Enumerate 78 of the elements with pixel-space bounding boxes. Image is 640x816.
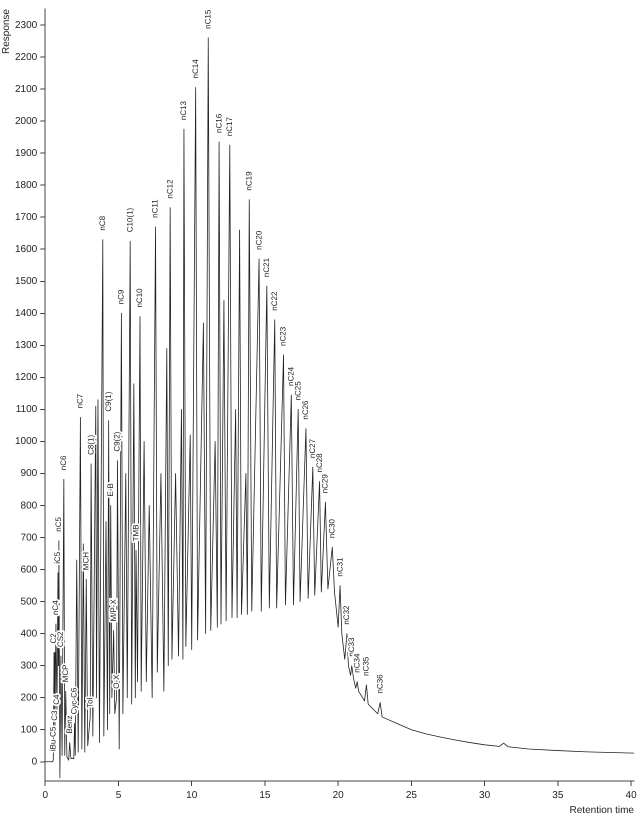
annotation: nC20	[254, 230, 264, 250]
annotation: nC17	[224, 116, 234, 136]
y-tick-label: 0	[32, 756, 38, 768]
y-tick-label: 1200	[14, 372, 38, 384]
annotation: nC13	[179, 100, 188, 120]
annotation: iBu-C5	[48, 726, 58, 752]
annotation: MCH	[81, 552, 90, 570]
y-tick-label: 2000	[14, 116, 38, 127]
x-tick-label: 25	[406, 790, 418, 801]
annotation: nC27	[308, 438, 318, 458]
x-tick-label: 5	[116, 790, 122, 801]
y-tick-label: 1300	[14, 340, 38, 352]
y-tick-label: 700	[20, 532, 38, 544]
annotation: C3	[50, 710, 60, 721]
x-tick-label: 10	[186, 790, 198, 801]
y-tick-label: 200	[20, 692, 38, 704]
annotation: C9(1)	[104, 391, 113, 412]
annotation: nC23	[278, 326, 288, 346]
y-tick-label: 100	[20, 724, 38, 736]
annotation: nC6	[59, 455, 68, 470]
annotation: nC32	[342, 604, 352, 625]
y-tick-label: 1900	[14, 148, 38, 159]
x-axis-title: Retention time	[570, 804, 634, 816]
annotation: nC15	[203, 9, 212, 29]
x-tick-label: 35	[552, 790, 564, 801]
annotation: M/P-X	[108, 598, 118, 622]
annotation: nC29	[320, 474, 330, 494]
annotation: nC35	[362, 656, 371, 676]
annotation: nC36	[375, 674, 384, 694]
x-tick-label: 15	[259, 790, 271, 801]
y-tick-label: 1700	[14, 212, 38, 223]
annotation: nC10	[135, 288, 144, 308]
annotation: nC19	[244, 170, 254, 191]
y-tick-label: 1800	[14, 180, 38, 191]
y-tick-label: 2200	[14, 52, 38, 63]
annotation: nC9	[116, 289, 126, 304]
annotation: E-B	[106, 483, 115, 497]
annotation: C10(1)	[125, 207, 134, 232]
y-tick-label: 1100	[16, 404, 38, 416]
y-tick-label: 600	[20, 564, 38, 576]
annotation: nC11	[150, 198, 160, 218]
x-tick-label: 20	[332, 790, 344, 801]
annotation: nC8	[98, 215, 108, 231]
annotation: TMB	[131, 524, 140, 542]
annotation: nC30	[328, 518, 337, 538]
annotation: nC7	[76, 393, 85, 408]
y-tick-label: 2300	[14, 20, 38, 31]
annotation: nC5	[54, 516, 64, 532]
y-tick-label: 800	[20, 500, 38, 512]
y-tick-label: 500	[20, 596, 38, 608]
y-tick-label: 400	[20, 628, 38, 640]
annotation: nC22	[270, 291, 279, 311]
annotation: nC28	[314, 452, 324, 472]
annotation: nC25	[293, 380, 302, 400]
annotation: C8(1)	[86, 434, 96, 455]
annotation: nC4	[51, 600, 60, 616]
y-tick-label: 1500	[14, 276, 38, 288]
annotation: C9(2)	[112, 431, 122, 452]
y-tick-label: 1400	[14, 308, 38, 320]
annotation: iC5	[53, 551, 62, 564]
annotation: nC14	[190, 58, 200, 78]
annotation: nC24	[286, 366, 296, 386]
x-tick-label: 0	[42, 790, 48, 801]
y-axis-title: Response	[0, 8, 12, 54]
annotation: Benz	[64, 715, 74, 734]
annotation: nC31	[335, 556, 344, 577]
y-tick-label: 1000	[14, 436, 38, 448]
annotation: nC21	[262, 257, 272, 278]
y-tick-label: 1600	[14, 244, 38, 255]
x-tick-label: 40	[626, 790, 638, 801]
annotation: Cyc-C6	[70, 687, 79, 714]
annotation: nC16	[214, 113, 224, 133]
y-tick-label: 900	[20, 468, 38, 480]
y-tick-label: 2100	[14, 84, 38, 95]
annotation: nC26	[301, 400, 310, 420]
x-tick-label: 30	[479, 790, 491, 801]
y-tick-label: 300	[20, 660, 38, 672]
annotation: nC12	[165, 178, 174, 199]
